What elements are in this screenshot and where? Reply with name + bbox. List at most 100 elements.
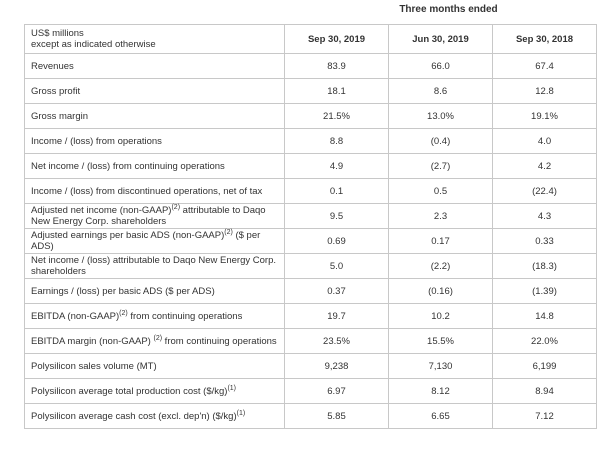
value-cell: 19.7 — [284, 303, 389, 329]
table-row: EBITDA (non-GAAP)(2) from continuing ope… — [24, 303, 597, 329]
value-cell: 0.69 — [284, 228, 389, 254]
table-row: Polysilicon average cash cost (excl. dep… — [24, 403, 597, 429]
footnote-marker: (1) — [227, 384, 236, 392]
row-label-text: Adjusted earnings per basic ADS (non-GAA… — [31, 230, 225, 241]
row-label-text: EBITDA (non-GAAP) — [31, 310, 120, 322]
row-label: Earnings / (loss) per basic ADS ($ per A… — [24, 278, 285, 304]
row-label: Income / (loss) from discontinued operat… — [24, 178, 285, 204]
value-cell: 4.9 — [284, 153, 389, 179]
value-cell: 13.0% — [388, 103, 493, 129]
value-cell: 9.5 — [284, 203, 389, 229]
value-cell: 7,130 — [388, 353, 493, 379]
value-cell: 8.6 — [388, 78, 493, 104]
column-header-sep-2018: Sep 30, 2018 — [492, 24, 597, 54]
table-row: Gross margin 21.5% 13.0% 19.1% — [24, 103, 597, 129]
table-body: Revenues 83.9 66.0 67.4 Gross profit 18.1 8.6 1… — [24, 53, 597, 429]
row-label-text: Polysilicon average cash cost (excl. dep… — [31, 410, 237, 422]
value-cell: 4.3 — [492, 203, 597, 229]
row-label: Adjusted earnings per basic ADS (non-GAA… — [24, 228, 285, 254]
value-cell: 0.33 — [492, 228, 597, 254]
table-row: Net income / (loss) from continuing oper… — [24, 153, 597, 179]
table-row: Earnings / (loss) per basic ADS ($ per A… — [24, 278, 597, 304]
table-row: Net income / (loss) attributable to Daqo… — [24, 253, 597, 279]
value-cell: 0.1 — [284, 178, 389, 204]
value-cell: 9,238 — [284, 353, 389, 379]
value-cell: (0.16) — [388, 278, 493, 304]
table-header: US$ millions except as indicated otherwi… — [24, 24, 597, 54]
row-label: Net income / (loss) from continuing oper… — [24, 153, 285, 179]
value-cell: 4.0 — [492, 128, 597, 154]
row-label: Polysilicon average total production cos… — [24, 378, 285, 404]
value-cell: (18.3) — [492, 253, 597, 279]
table-row: Income / (loss) from discontinued operat… — [24, 178, 597, 204]
value-cell: (2.2) — [388, 253, 493, 279]
value-cell: 66.0 — [388, 53, 493, 79]
value-cell: 6.65 — [388, 403, 493, 429]
footnote-marker: (2) — [224, 228, 233, 236]
value-cell: 8.94 — [492, 378, 597, 404]
units-header: US$ millions except as indicated otherwi… — [24, 24, 285, 54]
value-cell: 5.0 — [284, 253, 389, 279]
row-label: Adjusted net income (non-GAAP)(2) attrib… — [24, 203, 285, 229]
row-label: Polysilicon average cash cost (excl. dep… — [24, 403, 285, 429]
table-row: Revenues 83.9 66.0 67.4 — [24, 53, 597, 79]
value-cell: 23.5% — [284, 328, 389, 354]
row-label-text: EBITDA margin (non-GAAP) — [31, 335, 154, 347]
row-label: Gross profit — [24, 78, 285, 104]
row-label-suffix: from continuing operations — [127, 310, 243, 322]
value-cell: 18.1 — [284, 78, 389, 104]
row-label-text: Adjusted net income (non-GAAP) — [31, 205, 172, 216]
value-cell: 21.5% — [284, 103, 389, 129]
value-cell: 83.9 — [284, 53, 389, 79]
row-label: EBITDA (non-GAAP)(2) from continuing ope… — [24, 303, 285, 329]
value-cell: 6.97 — [284, 378, 389, 404]
footnote-marker: (2) — [119, 309, 128, 317]
value-cell: (2.7) — [388, 153, 493, 179]
value-cell: 5.85 — [284, 403, 389, 429]
row-label: EBITDA margin (non-GAAP) (2) from contin… — [24, 328, 285, 354]
value-cell: 12.8 — [492, 78, 597, 104]
row-label: Income / (loss) from operations — [24, 128, 285, 154]
value-cell: (22.4) — [492, 178, 597, 204]
value-cell: 6,199 — [492, 353, 597, 379]
value-cell: 67.4 — [492, 53, 597, 79]
value-cell: 0.17 — [388, 228, 493, 254]
table-row: Gross profit 18.1 8.6 12.8 — [24, 78, 597, 104]
footnote-marker: (2) — [171, 203, 181, 211]
column-header-sep-2019: Sep 30, 2019 — [284, 24, 389, 54]
value-cell: 8.12 — [388, 378, 493, 404]
value-cell: 4.2 — [492, 153, 597, 179]
value-cell: 10.2 — [388, 303, 493, 329]
value-cell: 14.8 — [492, 303, 597, 329]
row-label-suffix: attributable to Daqo New Energy Corp. sh… — [31, 205, 266, 227]
units-line-2: except as indicated otherwise — [31, 39, 156, 50]
row-label: Net income / (loss) attributable to Daqo… — [24, 253, 285, 279]
row-label: Gross margin — [24, 103, 285, 129]
footnote-marker: (2) — [153, 334, 163, 342]
table-row: Adjusted net income (non-GAAP)(2) attrib… — [24, 203, 597, 229]
row-label: Polysilicon sales volume (MT) — [24, 353, 285, 379]
column-header-jun-2019: Jun 30, 2019 — [388, 24, 493, 54]
value-cell: (1.39) — [492, 278, 597, 304]
row-label-suffix: ($ per ADS) — [31, 230, 261, 252]
row-label: Revenues — [24, 53, 285, 79]
value-cell: 7.12 — [492, 403, 597, 429]
value-cell: 15.5% — [388, 328, 493, 354]
value-cell: 0.37 — [284, 278, 389, 304]
results-table: US$ millions except as indicated otherwi… — [24, 24, 597, 429]
value-cell: (0.4) — [388, 128, 493, 154]
row-label-text: Polysilicon average total production cos… — [31, 385, 228, 397]
footnote-marker: (1) — [236, 409, 246, 417]
value-cell: 8.8 — [284, 128, 389, 154]
value-cell: 0.5 — [388, 178, 493, 204]
table-row: Adjusted earnings per basic ADS (non-GAA… — [24, 228, 597, 254]
value-cell: 22.0% — [492, 328, 597, 354]
row-label-suffix: from continuing operations — [162, 335, 277, 347]
table-row: Polysilicon average total production cos… — [24, 378, 597, 404]
period-heading: Three months ended — [399, 4, 498, 15]
value-cell: 19.1% — [492, 103, 597, 129]
table-row: Income / (loss) from operations 8.8 (0.4) 4… — [24, 128, 597, 154]
table-row: EBITDA margin (non-GAAP) (2) from contin… — [24, 328, 597, 354]
table-row: Polysilicon sales volume (MT) 9,238 7,130 6… — [24, 353, 597, 379]
